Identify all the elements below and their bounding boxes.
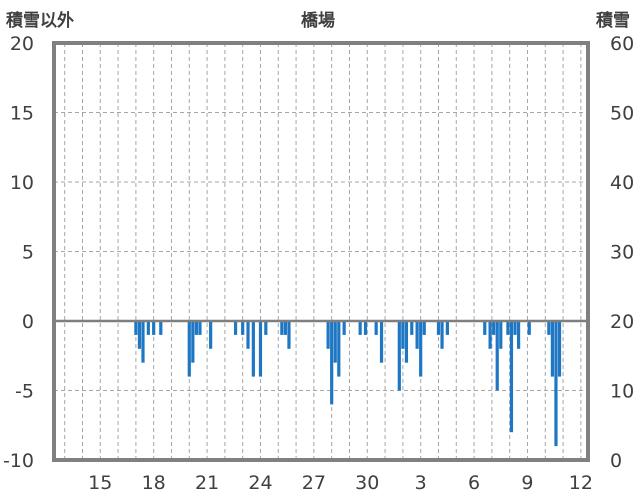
bar	[557, 321, 562, 377]
bar	[483, 321, 487, 335]
bar	[410, 321, 414, 335]
bar	[374, 321, 378, 335]
bar	[326, 321, 330, 349]
bar	[134, 321, 138, 335]
bar	[440, 321, 444, 349]
right-y-tick-label: 0	[610, 450, 622, 472]
right-y-tick-label: 20	[610, 311, 634, 333]
bar	[488, 321, 492, 349]
left-y-tick-label: 20	[10, 33, 34, 55]
bar	[141, 321, 145, 363]
bar	[209, 321, 213, 349]
bar	[379, 321, 384, 363]
x-tick-label: 30	[355, 472, 379, 494]
plot-area-frame	[52, 41, 590, 462]
right-y-tick-label: 40	[610, 172, 634, 194]
bar	[415, 321, 419, 349]
x-tick-label: 15	[88, 472, 112, 494]
bar	[159, 321, 163, 335]
bar	[499, 321, 503, 349]
left-y-tick-label: 15	[10, 103, 34, 125]
x-tick-label: 27	[302, 472, 326, 494]
bar	[251, 321, 255, 377]
bar	[436, 321, 441, 335]
bar	[337, 321, 341, 377]
bar	[358, 321, 362, 335]
bar	[513, 321, 517, 335]
bar	[246, 321, 250, 349]
bar	[527, 321, 531, 335]
right-y-tick-label: 60	[610, 33, 634, 55]
bar	[495, 321, 499, 391]
bar	[241, 321, 245, 335]
bar	[233, 321, 238, 335]
right-axis-title: 積雪	[596, 10, 630, 31]
right-y-tick-labels: 60 50 40 30 20 10 0	[610, 33, 634, 472]
bar-series	[134, 321, 562, 447]
bar	[547, 321, 551, 335]
bar	[280, 321, 284, 335]
bar	[152, 321, 156, 335]
bar	[283, 321, 287, 335]
left-y-tick-labels: 20 15 10 5 0 -5 -10	[3, 33, 34, 472]
left-y-tick-label: 0	[22, 311, 34, 333]
bar	[187, 321, 191, 377]
x-tick-label: 21	[195, 472, 219, 494]
left-y-tick-label: -5	[15, 381, 34, 403]
bar	[492, 321, 496, 335]
bar	[445, 321, 449, 335]
bar	[287, 321, 291, 349]
bar	[264, 321, 268, 335]
bar	[330, 321, 334, 405]
horizontal-gridlines	[54, 112, 588, 391]
bar	[191, 321, 195, 363]
bar	[342, 321, 346, 335]
left-y-tick-label: 10	[10, 172, 34, 194]
bar	[554, 321, 558, 447]
left-axis-title: 積雪以外	[6, 10, 74, 31]
bar	[550, 321, 554, 377]
left-y-tick-label: -10	[3, 450, 34, 472]
bar	[333, 321, 337, 363]
bar	[419, 321, 423, 377]
x-tick-label: 18	[142, 472, 166, 494]
bar	[198, 321, 202, 335]
x-tick-label: 9	[521, 472, 533, 494]
chart-title: 橋場	[301, 10, 335, 31]
bar	[516, 321, 521, 349]
x-tick-label: 3	[415, 472, 427, 494]
bar	[506, 321, 510, 335]
bar	[404, 321, 409, 363]
left-y-tick-label: 5	[22, 242, 34, 264]
bar	[397, 321, 401, 391]
right-y-tick-label: 10	[610, 381, 634, 403]
bar	[509, 321, 514, 433]
bar	[194, 321, 198, 335]
bar	[422, 321, 426, 335]
x-tick-label: 6	[468, 472, 480, 494]
x-tick-label: 24	[248, 472, 272, 494]
x-tick-label: 12	[569, 472, 593, 494]
x-tick-labels: 15 18 21 24 27 30 3 6 9 12	[88, 472, 593, 494]
bar	[401, 321, 405, 349]
right-y-tick-label: 30	[610, 242, 634, 264]
bar	[363, 321, 368, 335]
bar	[258, 321, 263, 377]
bar	[146, 321, 150, 335]
bar	[137, 321, 142, 349]
right-y-tick-label: 50	[610, 103, 634, 125]
